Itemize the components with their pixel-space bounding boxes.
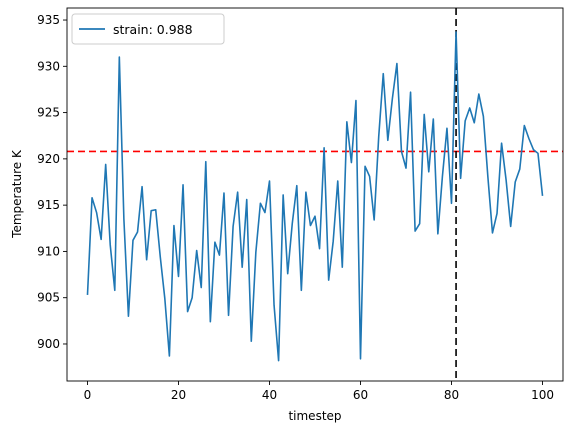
x-tick-label: 60 xyxy=(353,388,368,402)
y-axis-ticks: 900 905 910 915 920 925 930 935 xyxy=(37,13,67,351)
y-tick-label: 925 xyxy=(37,106,60,120)
y-tick-label: 930 xyxy=(37,59,60,73)
y-axis-label: Temperature K xyxy=(10,149,24,239)
axes-frame xyxy=(66,7,564,382)
series-layer xyxy=(86,31,544,362)
y-tick-label: 905 xyxy=(37,291,60,305)
y-tick-label: 935 xyxy=(37,13,60,27)
reference-lines xyxy=(67,8,563,381)
x-tick-label: 80 xyxy=(444,388,459,402)
x-tick-label: 0 xyxy=(84,388,92,402)
y-tick-label: 920 xyxy=(37,152,60,166)
x-tick-label: 100 xyxy=(531,388,554,402)
x-axis-label: timestep xyxy=(288,409,341,423)
x-tick-label: 40 xyxy=(262,388,277,402)
y-tick-label: 900 xyxy=(37,337,60,351)
series-line-0 xyxy=(86,31,544,362)
x-tick-label: 20 xyxy=(171,388,186,402)
legend-box xyxy=(71,13,225,45)
y-tick-label: 910 xyxy=(37,244,60,258)
plot-area xyxy=(67,8,563,381)
y-tick-label: 915 xyxy=(37,198,60,212)
legend: strain: 0.988 xyxy=(71,13,225,45)
x-axis-ticks: 0 20 40 60 80 100 xyxy=(84,381,554,402)
legend-label: strain: 0.988 xyxy=(113,22,193,37)
